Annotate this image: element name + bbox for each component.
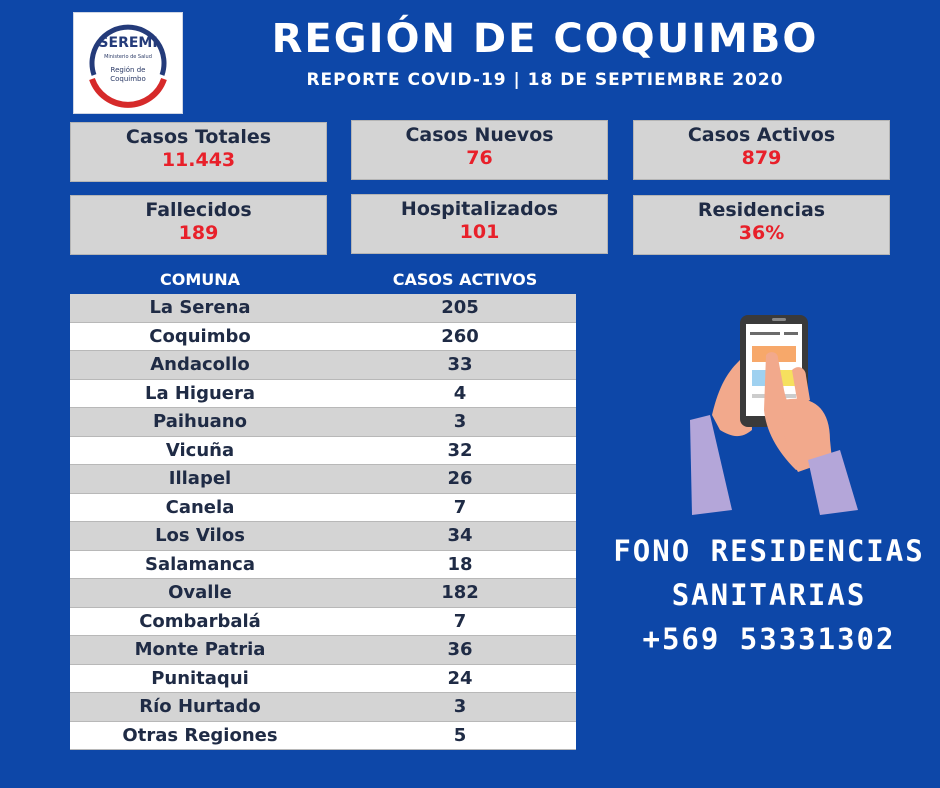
table-row: Coquimbo 260 (70, 322, 576, 351)
seremi-logo: SEREMI Ministerio de Salud Región de Coq… (73, 12, 183, 114)
cell-casos: 24 (447, 667, 473, 689)
logo-arc-icon (89, 24, 167, 108)
table-row: Punitaqui 24 (70, 664, 576, 693)
stat-residencias: Residencias 36% (633, 195, 890, 255)
cell-casos: 7 (453, 496, 467, 518)
cell-casos: 36 (447, 639, 473, 660)
table-row: Canela 7 (70, 493, 576, 522)
table-row: Salamanca 18 (70, 550, 576, 579)
cell-comuna: Illapel (168, 468, 232, 489)
table-row: Andacollo 33 (70, 351, 576, 380)
page-subtitle: REPORTE COVID-19 | 18 DE SEPTIEMBRE 2020 (306, 70, 784, 90)
cell-casos: 32 (447, 439, 473, 461)
cell-comuna: Otras Regiones (122, 724, 278, 746)
cell-comuna: La Higuera (144, 382, 256, 404)
stat-label: Hospitalizados (400, 198, 559, 220)
cell-casos: 26 (447, 468, 473, 489)
stat-value: 101 (459, 221, 500, 243)
cell-casos: 34 (447, 525, 473, 546)
cell-casos: 18 (447, 553, 473, 575)
col-header-comuna: COMUNA (159, 270, 241, 289)
cell-casos: 5 (453, 724, 467, 746)
fono-line2: SANITARIAS (671, 578, 867, 612)
table-row: Río Hurtado 3 (70, 693, 576, 722)
stat-value: 76 (466, 147, 493, 169)
cell-casos: 7 (453, 610, 467, 632)
table-row: Monte Patria 36 (70, 636, 576, 665)
table-row: Paihuano 3 (70, 408, 576, 437)
stat-hospitalizados: Hospitalizados 101 (351, 194, 608, 254)
table-row: Vicuña 32 (70, 436, 576, 465)
cell-comuna: Río Hurtado (139, 696, 261, 717)
cell-comuna: La Serena (149, 297, 251, 318)
col-header-casos-activos: CASOS ACTIVOS (392, 270, 538, 289)
cell-casos: 205 (441, 297, 479, 318)
stat-label: Casos Nuevos (405, 124, 554, 146)
logo-line1: Ministerio de Salud (104, 54, 152, 60)
cell-comuna: Los Vilos (155, 525, 245, 546)
stat-label: Fallecidos (145, 199, 252, 221)
page-title: REGIÓN DE COQUIMBO (271, 16, 819, 62)
table-row: Ovalle 182 (70, 579, 576, 608)
cell-casos: 182 (441, 582, 479, 603)
comunas-table: La Serena 205 Coquimbo 260 Andacollo 33 La … (70, 294, 576, 750)
cell-comuna: Paihuano (153, 411, 247, 432)
stat-label: Residencias (697, 199, 826, 221)
fono-phone-number: +569 53331302 (642, 622, 896, 656)
stat-value: 879 (741, 147, 782, 169)
hand-holding-phone-icon (690, 315, 858, 515)
cell-casos: 3 (453, 696, 467, 717)
stat-label: Casos Totales (125, 126, 272, 148)
stat-value: 189 (178, 222, 219, 244)
table-row: La Higuera 4 (70, 379, 576, 408)
cell-comuna: Canela (165, 496, 235, 518)
table-row: Combarbalá 7 (70, 607, 576, 636)
cell-comuna: Monte Patria (134, 639, 266, 660)
cell-comuna: Ovalle (168, 582, 232, 603)
cell-comuna: Punitaqui (151, 667, 249, 689)
cell-casos: 4 (453, 382, 467, 404)
stat-fallecidos: Fallecidos 189 (70, 195, 327, 255)
fono-line1: FONO RESIDENCIAS (613, 534, 925, 568)
stat-casos-activos: Casos Activos 879 (633, 120, 890, 180)
stat-value: 11.443 (161, 149, 236, 171)
cell-comuna: Salamanca (145, 553, 255, 575)
table-row: La Serena 205 (70, 294, 576, 323)
cell-comuna: Vicuña (165, 439, 235, 461)
table-row: Illapel 26 (70, 465, 576, 494)
stat-casos-totales: Casos Totales 11.443 (70, 122, 327, 182)
stat-value: 36% (738, 222, 785, 244)
logo-line3: Coquimbo (110, 75, 146, 83)
stat-casos-nuevos: Casos Nuevos 76 (351, 120, 608, 180)
cell-comuna: Coquimbo (149, 325, 251, 347)
logo-name: SEREMI (98, 35, 158, 51)
table-row: Otras Regiones 5 (70, 721, 576, 750)
cell-casos: 260 (441, 325, 479, 347)
cell-comuna: Combarbalá (139, 610, 261, 632)
cell-casos: 3 (453, 411, 467, 432)
logo-line2: Región de (110, 66, 146, 74)
cell-comuna: Andacollo (150, 354, 250, 375)
table-row: Los Vilos 34 (70, 522, 576, 551)
stat-label: Casos Activos (687, 124, 836, 146)
cell-casos: 33 (447, 354, 473, 375)
